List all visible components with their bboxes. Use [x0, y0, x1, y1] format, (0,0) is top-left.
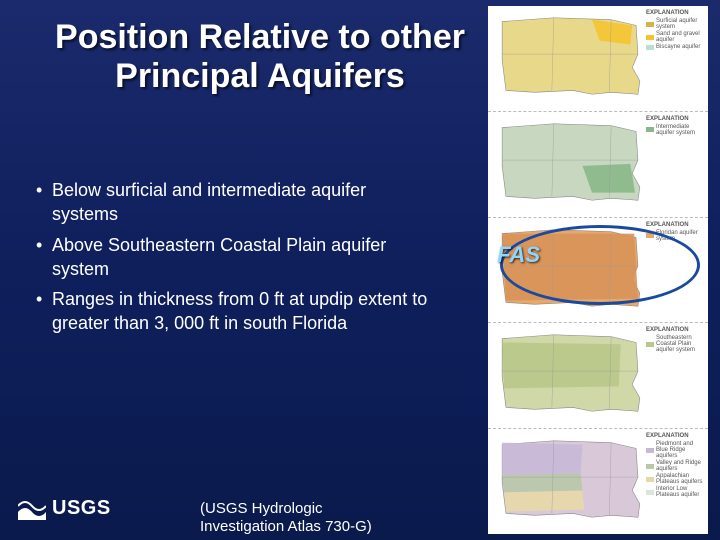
legend-row: Appalachian Plateaus aquifers [646, 473, 704, 485]
legend-title: EXPLANATION [646, 433, 704, 439]
map-piedmont: EXPLANATION Piedmont and Blue Ridge aquif… [488, 429, 708, 534]
map-surficial: EXPLANATION Surficial aquifer systemSand … [488, 6, 708, 112]
legend-row: Surficial aquifer system [646, 18, 704, 30]
legend-row: Valley and Ridge aquifers [646, 460, 704, 472]
legend-title: EXPLANATION [646, 222, 704, 228]
legend-title: EXPLANATION [646, 327, 704, 333]
legend-row: Biscayne aquifer [646, 44, 704, 50]
map-legend: EXPLANATION Intermediate aquifer system [646, 116, 704, 137]
legend-swatch-icon [646, 342, 654, 347]
legend-label: Sand and gravel aquifer [656, 31, 704, 43]
legend-row: Floridan aquifer system [646, 230, 704, 242]
map-outline-icon [496, 329, 646, 417]
legend-label: Biscayne aquifer [656, 44, 700, 50]
map-legend: EXPLANATION Surficial aquifer systemSand … [646, 10, 704, 51]
legend-swatch-icon [646, 45, 654, 50]
map-intermediate: EXPLANATION Intermediate aquifer system [488, 112, 708, 218]
legend-row: Piedmont and Blue Ridge aquifers [646, 441, 704, 459]
legend-title: EXPLANATION [646, 116, 704, 122]
map-floridan: EXPLANATION Floridan aquifer system [488, 218, 708, 324]
legend-swatch-icon [646, 233, 654, 238]
bullet-item: Above Southeastern Coastal Plain aquifer… [30, 233, 430, 282]
citation-text: (USGS Hydrologic Investigation Atlas 730… [200, 500, 380, 536]
legend-row: Intermediate aquifer system [646, 124, 704, 136]
map-outline-icon [496, 118, 646, 206]
bullet-item: Below surficial and intermediate aquifer… [30, 178, 430, 227]
legend-title: EXPLANATION [646, 10, 704, 16]
legend-row: Southeastern Coastal Plain aquifer syste… [646, 335, 704, 353]
legend-row: Interior Low Plateaus aquifer [646, 486, 704, 498]
legend-swatch-icon [646, 477, 654, 482]
map-outline-icon [496, 12, 646, 100]
legend-swatch-icon [646, 22, 654, 27]
legend-label: Intermediate aquifer system [656, 124, 704, 136]
map-outline-icon [496, 435, 646, 523]
map-stack-panel: EXPLANATION Surficial aquifer systemSand … [488, 6, 708, 534]
legend-swatch-icon [646, 490, 654, 495]
bullet-list: Below surficial and intermediate aquifer… [30, 178, 430, 342]
legend-label: Piedmont and Blue Ridge aquifers [656, 441, 704, 459]
legend-label: Floridan aquifer system [656, 230, 704, 242]
map-legend: EXPLANATION Piedmont and Blue Ridge aquif… [646, 433, 704, 499]
legend-label: Southeastern Coastal Plain aquifer syste… [656, 335, 704, 353]
map-coastal-plain: EXPLANATION Southeastern Coastal Plain aq… [488, 323, 708, 429]
usgs-logo-text: USGS [52, 497, 111, 520]
usgs-logo: USGS [18, 497, 111, 520]
legend-label: Appalachian Plateaus aquifers [656, 473, 704, 485]
legend-row: Sand and gravel aquifer [646, 31, 704, 43]
legend-label: Valley and Ridge aquifers [656, 460, 704, 472]
legend-swatch-icon [646, 448, 654, 453]
slide-title: Position Relative to other Principal Aqu… [40, 18, 480, 96]
map-legend: EXPLANATION Floridan aquifer system [646, 222, 704, 243]
legend-swatch-icon [646, 35, 654, 40]
legend-label: Surficial aquifer system [656, 18, 704, 30]
usgs-wave-icon [18, 498, 46, 520]
legend-label: Interior Low Plateaus aquifer [656, 486, 704, 498]
map-legend: EXPLANATION Southeastern Coastal Plain aq… [646, 327, 704, 354]
legend-swatch-icon [646, 464, 654, 469]
fas-callout-label: FAS [497, 242, 540, 268]
bullet-item: Ranges in thickness from 0 ft at updip e… [30, 287, 430, 336]
legend-swatch-icon [646, 127, 654, 132]
